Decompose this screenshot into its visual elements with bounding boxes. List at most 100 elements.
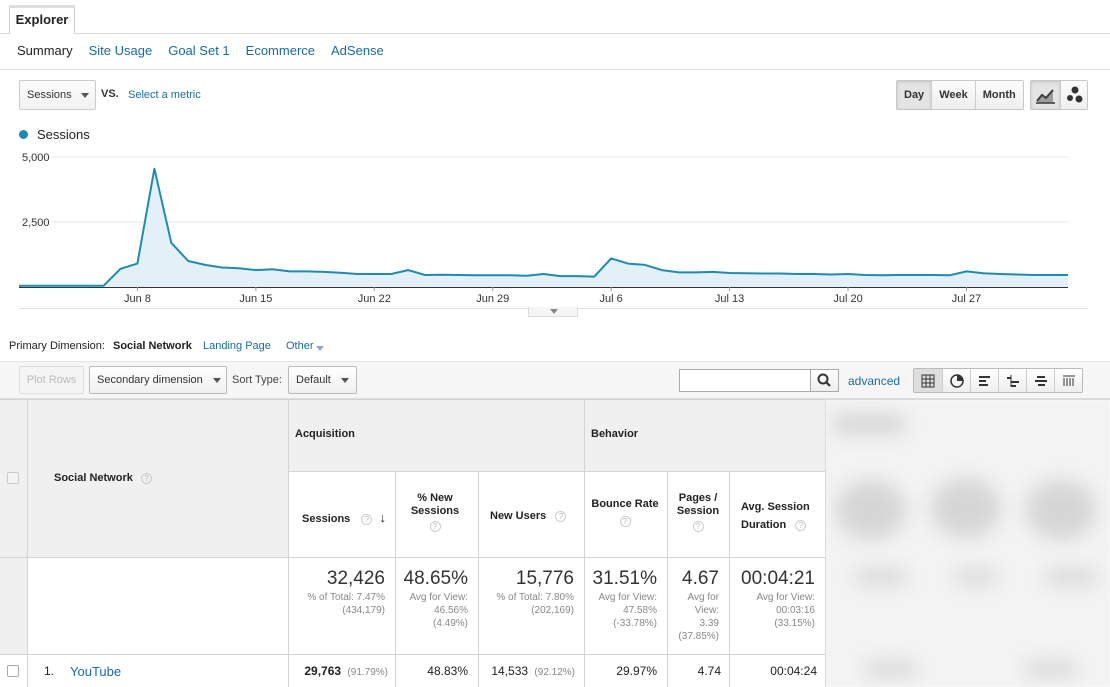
- group-header-cell: [288, 400, 826, 471]
- sessions-chart: 5,000 2,500 Jun 8 Jun 15 Jun 22 Jun 29 Jul 6 Ju…: [19, 152, 1088, 309]
- tab-explorer[interactable]: Explorer: [9, 5, 75, 34]
- table-view-toggle: [913, 368, 1083, 393]
- sessions-total-text: (434,179): [342, 605, 385, 616]
- dimension-other[interactable]: Other: [286, 340, 324, 352]
- new-users-column-header[interactable]: New Users ?: [490, 510, 567, 522]
- legend-marker: [19, 130, 28, 139]
- subtab-site-usage[interactable]: Site Usage: [88, 43, 153, 58]
- subtab-goal-set-1[interactable]: Goal Set 1: [168, 43, 230, 58]
- duration-header-line2: Duration: [741, 519, 787, 531]
- pages-header-line1: Pages /: [678, 492, 718, 504]
- row-new-users-pct: (92.12%): [534, 667, 575, 678]
- total-sessions-share: % of Total: 7.47% (434,179): [290, 591, 385, 617]
- total-avg-session-duration: 00:04:21: [741, 568, 815, 589]
- sessions-column-header[interactable]: Sessions ? ↓: [302, 510, 386, 525]
- plot-rows-button[interactable]: Plot Rows: [19, 366, 84, 394]
- bounce-rate-avg-delta: (-33.78%): [613, 618, 657, 629]
- help-icon[interactable]: ?: [361, 513, 373, 525]
- help-icon[interactable]: ?: [555, 510, 567, 522]
- pivot-icon: [1062, 375, 1075, 386]
- help-icon[interactable]: ?: [619, 515, 631, 527]
- help-icon[interactable]: ?: [692, 520, 704, 532]
- bounce-rate-column-header[interactable]: Bounce Rate ?: [588, 498, 662, 528]
- new-sessions-avg-delta: (4.49%): [432, 618, 468, 629]
- period-toggle: Day Week Month: [896, 80, 1024, 110]
- new-sessions-avg-label: Avg for View:: [409, 592, 468, 603]
- table-border: [478, 471, 479, 687]
- sort-type-value: Default: [296, 374, 331, 386]
- sort-type-dropdown[interactable]: Default: [288, 366, 357, 394]
- subtab-summary[interactable]: Summary: [17, 43, 73, 58]
- new-sessions-header-line1: % New: [417, 492, 453, 504]
- search-button[interactable]: [810, 369, 839, 392]
- row-checkbox[interactable]: [7, 665, 19, 677]
- pages-per-session-column-header[interactable]: Pages / Session ?: [670, 492, 726, 533]
- total-pages-avg: Avg for View: 3.39 (37.85%): [669, 591, 719, 643]
- help-icon[interactable]: ?: [140, 472, 152, 484]
- x-tick-label: Jun 8: [124, 293, 151, 305]
- subtab-ecommerce[interactable]: Ecommerce: [245, 43, 316, 58]
- table-border: [825, 400, 826, 687]
- secondary-dimension-dropdown[interactable]: Secondary dimension: [89, 366, 227, 394]
- new-sessions-column-header[interactable]: % New Sessions ?: [400, 492, 470, 533]
- chevron-down-icon: [316, 346, 324, 351]
- table-border: [729, 471, 730, 687]
- select-metric-link[interactable]: Select a metric: [128, 89, 201, 101]
- total-new-users-share: % of Total: 7.80% (202,169): [480, 591, 574, 617]
- pages-avg-value: 3.39: [699, 618, 719, 629]
- dimension-other-label: Other: [286, 340, 314, 352]
- line-chart-button[interactable]: [1031, 81, 1060, 109]
- sort-type-label: Sort Type:: [232, 374, 282, 386]
- grid-icon: [921, 374, 935, 387]
- table-search-input[interactable]: [679, 369, 811, 392]
- row-sessions-value: 29,763: [304, 664, 342, 678]
- row-name-link[interactable]: YouTube: [70, 664, 122, 679]
- sessions-header-label: Sessions: [302, 513, 351, 525]
- period-week-button[interactable]: Week: [931, 81, 975, 109]
- performance-view-button[interactable]: [970, 369, 998, 392]
- table-border: [395, 471, 396, 687]
- x-tick-label: Jun 29: [476, 293, 509, 305]
- metric-dropdown[interactable]: Sessions: [19, 80, 96, 110]
- row-new-sessions: 48.83%: [427, 664, 468, 678]
- subtab-adsense[interactable]: AdSense: [331, 43, 384, 58]
- primary-dimension-label: Primary Dimension:: [9, 340, 105, 352]
- total-new-sessions-avg: Avg for View: 46.56% (4.49%): [397, 591, 468, 630]
- pages-avg-label-1: Avg for: [687, 592, 720, 603]
- duration-avg-value: 00:03:16: [776, 605, 815, 616]
- term-cloud-icon: [1034, 375, 1047, 386]
- table-border: [584, 400, 585, 687]
- dimension-landing-page[interactable]: Landing Page: [203, 340, 271, 352]
- pivot-view-button[interactable]: [1054, 369, 1082, 392]
- top-divider: [0, 33, 1110, 34]
- period-month-button[interactable]: Month: [974, 81, 1023, 109]
- x-tick-label: Jul 20: [833, 293, 862, 305]
- bubble-chart-icon: [1067, 86, 1083, 103]
- y-tick-label: 2,500: [22, 217, 50, 229]
- motion-chart-button[interactable]: [1060, 81, 1087, 109]
- duration-avg-label: Avg for View:: [756, 592, 815, 603]
- term-cloud-view-button[interactable]: [1026, 369, 1054, 392]
- comparison-view-button[interactable]: [998, 369, 1026, 392]
- total-new-users: 15,776: [515, 568, 574, 589]
- help-icon[interactable]: ?: [429, 520, 441, 532]
- social-network-header[interactable]: Social Network ?: [54, 472, 152, 484]
- bounce-rate-avg-value: 47.58%: [623, 605, 657, 616]
- table-border: [667, 471, 668, 687]
- avg-session-duration-column-header[interactable]: Avg. Session Duration ?: [741, 498, 810, 534]
- data-view-button[interactable]: [914, 369, 942, 392]
- new-sessions-avg-value: 46.56%: [434, 605, 468, 616]
- advanced-filter-link[interactable]: advanced: [848, 374, 901, 388]
- table-border: [0, 557, 826, 558]
- select-all-checkbox[interactable]: [7, 472, 19, 484]
- chart-resize-handle[interactable]: [528, 307, 578, 317]
- period-day-button[interactable]: Day: [897, 81, 932, 109]
- table-border: [0, 654, 826, 655]
- duration-header-line1: Avg. Session: [741, 501, 810, 513]
- help-icon[interactable]: ?: [795, 519, 807, 531]
- percentage-view-button[interactable]: [942, 369, 970, 392]
- row-new-users-value: 14,533: [491, 664, 529, 678]
- chevron-down-icon: [213, 378, 221, 383]
- pie-icon: [949, 373, 964, 388]
- total-bounce-rate-avg: Avg for View: 47.58% (-33.78%): [586, 591, 657, 630]
